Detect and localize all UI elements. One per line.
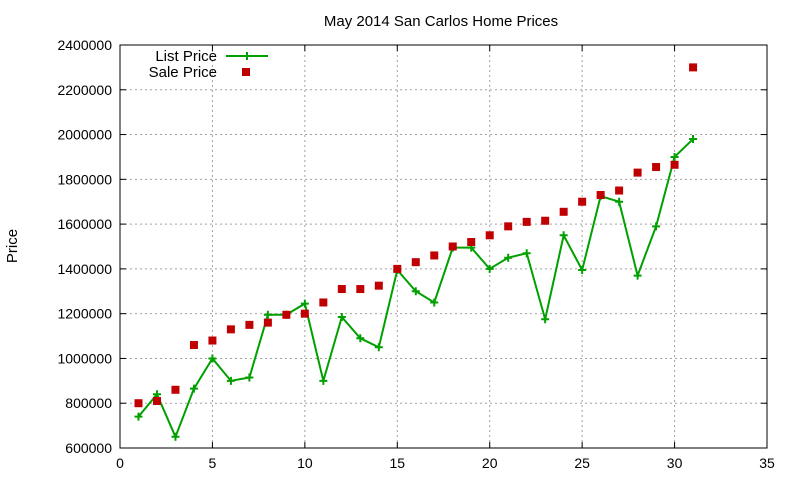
x-tick-label: 0 <box>116 455 124 471</box>
y-axis-label: Price <box>4 229 21 263</box>
x-tick-label: 10 <box>297 455 313 471</box>
sale-price-point <box>226 325 235 334</box>
sale-price-point <box>485 231 494 240</box>
legend-marker-list-price <box>243 52 251 60</box>
sale-price-point <box>411 258 420 267</box>
sale-price-point <box>319 298 328 307</box>
sale-price-point <box>615 186 624 195</box>
list-price-point <box>559 231 568 240</box>
list-price-point <box>615 197 624 206</box>
y-tick-label: 2400000 <box>57 37 112 53</box>
list-price-point <box>578 266 587 275</box>
list-price-point <box>263 310 272 319</box>
x-tick-label: 20 <box>482 455 498 471</box>
list-price-point <box>689 135 698 144</box>
plot-frame <box>119 44 768 449</box>
y-tick-label: 1800000 <box>57 171 112 187</box>
x-tick-label: 5 <box>209 455 217 471</box>
list-price-point <box>337 313 346 322</box>
list-price-point <box>300 299 309 308</box>
y-tick-label: 800000 <box>65 395 112 411</box>
sale-price-point <box>337 285 346 294</box>
sale-price-point <box>578 197 587 206</box>
sale-price-point <box>300 309 309 318</box>
list-price-point <box>245 373 254 382</box>
sale-price-point <box>689 63 698 72</box>
list-price-point <box>152 390 161 399</box>
legend-label-sale-price: Sale Price <box>149 64 217 81</box>
sale-price-point <box>134 399 143 408</box>
legend: List Price Sale Price <box>149 48 268 81</box>
sale-price-point <box>282 310 291 319</box>
list-price-point <box>485 264 494 273</box>
plot-area <box>134 63 698 441</box>
sale-price-point <box>430 251 439 260</box>
sale-price-point <box>596 191 605 200</box>
sale-price-point <box>374 281 383 290</box>
sale-price-point <box>522 217 531 226</box>
sale-price-point <box>263 318 272 327</box>
sale-price-point <box>208 336 217 345</box>
list-price-point <box>411 287 420 296</box>
list-price-point <box>633 271 642 280</box>
y-tick-label: 2200000 <box>57 82 112 98</box>
sale-price-point <box>171 385 180 394</box>
legend-label-list-price: List Price <box>155 48 217 65</box>
y-tick-label: 1000000 <box>57 350 112 366</box>
list-price-point <box>504 253 513 262</box>
chart-title: May 2014 San Carlos Home Prices <box>324 13 558 30</box>
list-price-point <box>652 222 661 231</box>
list-price-point <box>374 343 383 352</box>
sale-price-point <box>189 341 198 350</box>
grid <box>120 45 767 448</box>
sale-price-point <box>652 163 661 172</box>
list-price-point <box>171 432 180 441</box>
list-price-point <box>189 384 198 393</box>
list-price-point <box>134 412 143 421</box>
sale-price-point <box>152 396 161 405</box>
sale-price-point <box>467 238 476 247</box>
sale-price-point <box>504 222 513 231</box>
list-price-point <box>319 376 328 385</box>
sale-price-point <box>670 160 679 169</box>
list-price-point <box>226 376 235 385</box>
list-price-point <box>356 334 365 343</box>
y-tick-label: 1600000 <box>57 216 112 232</box>
list-price-point <box>430 298 439 307</box>
list-price-point <box>208 354 217 363</box>
legend-marker-sale-price <box>242 68 250 76</box>
sale-price-point <box>633 168 642 177</box>
sale-price-point <box>559 207 568 216</box>
y-tick-label: 600000 <box>65 440 112 456</box>
sale-price-point <box>448 242 457 251</box>
list-price-point <box>670 152 679 161</box>
x-tick-label: 15 <box>389 455 405 471</box>
y-tick-label: 2000000 <box>57 127 112 143</box>
y-tick-label: 1200000 <box>57 306 112 322</box>
x-tick-label: 30 <box>667 455 683 471</box>
sale-price-point <box>541 216 550 225</box>
y-tick-label: 1400000 <box>57 261 112 277</box>
x-tick-label: 35 <box>759 455 775 471</box>
list-price-point <box>541 315 550 324</box>
sale-price-point <box>245 320 254 329</box>
list-price-point <box>522 249 531 258</box>
axis-ticks: 0 5 10 15 20 25 30 35 600000 800000 1000000 1200000… <box>57 37 775 471</box>
x-tick-label: 25 <box>574 455 590 471</box>
sale-price-point <box>393 264 402 273</box>
sale-price-point <box>356 285 365 294</box>
